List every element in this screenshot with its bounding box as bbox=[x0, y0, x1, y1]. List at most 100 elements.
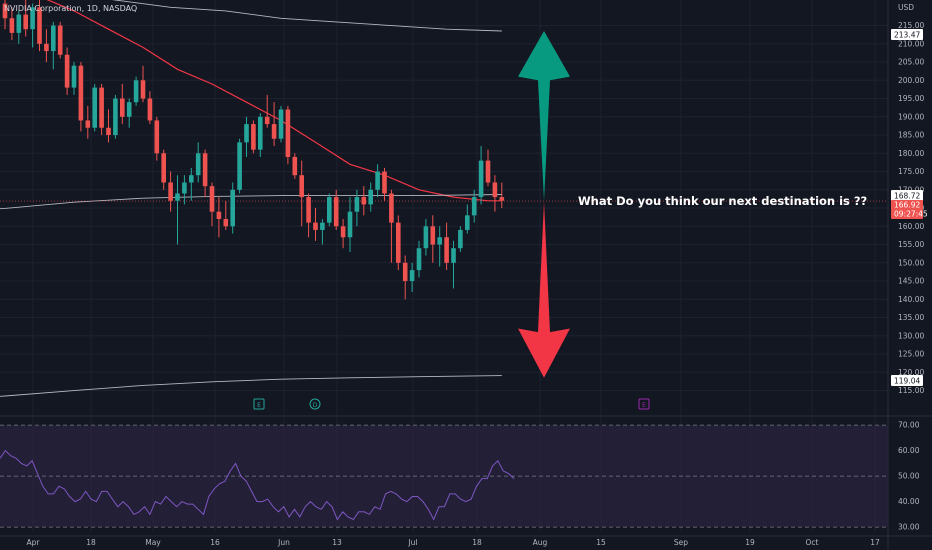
candle-body bbox=[258, 116, 263, 150]
candle-body bbox=[202, 153, 208, 187]
price-tag-label: 168.72 bbox=[894, 192, 920, 201]
candle-body bbox=[271, 124, 277, 139]
event-marker-letter: E bbox=[257, 402, 261, 409]
time-tick-label: May bbox=[145, 538, 161, 547]
price-tick-label: 170.00 bbox=[898, 185, 924, 194]
candle-body bbox=[375, 171, 380, 190]
price-tick-label: 145.00 bbox=[898, 277, 924, 286]
time-tick-label: Apr bbox=[27, 538, 41, 547]
candle-body bbox=[444, 237, 449, 263]
candle-body bbox=[9, 18, 15, 33]
candle-body bbox=[251, 124, 256, 150]
time-tick-label: Jul bbox=[407, 538, 417, 547]
candle-body bbox=[71, 65, 77, 88]
candle-body bbox=[409, 270, 415, 282]
candle-body bbox=[23, 14, 28, 30]
candle-body bbox=[44, 43, 49, 52]
event-marker-letter: E bbox=[642, 402, 646, 409]
time-tick-label: 13 bbox=[332, 538, 342, 547]
price-tick-label: 190.00 bbox=[898, 112, 924, 121]
time-tick-label: 19 bbox=[745, 538, 755, 547]
price-tag-label: 09:27:45 bbox=[894, 210, 928, 219]
candle-body bbox=[140, 80, 146, 99]
candle-body bbox=[389, 193, 394, 223]
arrow-up-icon bbox=[518, 31, 570, 202]
event-marker-frame bbox=[638, 398, 650, 410]
candle-body bbox=[99, 87, 104, 128]
candle-body bbox=[16, 14, 22, 33]
price-tick-label: 195.00 bbox=[898, 94, 924, 103]
candle-body bbox=[85, 120, 91, 128]
candle-body bbox=[465, 215, 470, 230]
ma-red-line bbox=[46, 0, 502, 202]
candle-body bbox=[458, 229, 463, 249]
price-tag-label: 213.47 bbox=[894, 31, 920, 40]
rsi-tick-label: 50.00 bbox=[898, 472, 920, 481]
candle-body bbox=[292, 156, 298, 176]
candle-body bbox=[430, 226, 436, 245]
time-tick-label: 15 bbox=[596, 538, 606, 547]
price-tag bbox=[891, 209, 923, 219]
candle-body bbox=[51, 25, 56, 52]
candle-body bbox=[92, 87, 97, 128]
candle-body bbox=[471, 197, 477, 216]
candle-body bbox=[492, 182, 498, 198]
candle-body bbox=[333, 197, 339, 227]
candle-body bbox=[195, 153, 201, 176]
price-tick-label: 125.00 bbox=[898, 350, 924, 359]
candle-body bbox=[161, 153, 166, 183]
time-tick-label: 18 bbox=[86, 538, 96, 547]
event-marker: E bbox=[253, 398, 265, 410]
price-tag bbox=[891, 29, 923, 40]
price-tag bbox=[891, 375, 923, 386]
symbol-title: NVIDIA Corporation, 1D, NASDAQ bbox=[4, 4, 138, 13]
event-marker-letter: D bbox=[313, 402, 318, 409]
time-tick-label: Oct bbox=[806, 538, 819, 547]
price-tick-label: 185.00 bbox=[898, 131, 924, 140]
candle-body bbox=[340, 226, 346, 238]
candle-body bbox=[437, 237, 442, 245]
event-marker: D bbox=[309, 398, 321, 410]
candle-body bbox=[223, 219, 229, 227]
price-tick-label: 140.00 bbox=[898, 295, 924, 304]
price-tick-label: 200.00 bbox=[898, 76, 924, 85]
candle-body bbox=[485, 160, 491, 183]
price-tick-label: 175.00 bbox=[898, 167, 924, 176]
candle-body bbox=[126, 102, 132, 117]
rsi-tick-label: 70.00 bbox=[898, 421, 920, 430]
candle-body bbox=[499, 197, 505, 201]
candle-body bbox=[423, 226, 429, 249]
price-tick-label: 150.00 bbox=[898, 258, 924, 267]
price-tag-label: 166.92 bbox=[894, 201, 920, 210]
price-tag-label: 119.04 bbox=[894, 377, 920, 386]
candle-body bbox=[57, 25, 63, 55]
arrow-down-icon bbox=[518, 201, 570, 378]
price-tick-label: 155.00 bbox=[898, 240, 924, 249]
ma-white-line bbox=[0, 375, 502, 397]
time-tick-label: 17 bbox=[870, 538, 880, 547]
price-tick-label: 130.00 bbox=[898, 331, 924, 340]
price-tick-label: 210.00 bbox=[898, 39, 924, 48]
price-tick-label: 120.00 bbox=[898, 368, 924, 377]
time-tick-label: Sep bbox=[674, 538, 688, 547]
candle-body bbox=[313, 222, 318, 230]
candle-body bbox=[416, 248, 422, 271]
event-marker-frame bbox=[309, 398, 321, 410]
candle-body bbox=[285, 109, 291, 157]
price-tick-label: 205.00 bbox=[898, 58, 924, 67]
price-tick-label: 215.00 bbox=[898, 21, 924, 30]
candle-body bbox=[189, 175, 194, 183]
candle-body bbox=[396, 222, 401, 263]
time-tick-label: 16 bbox=[210, 538, 220, 547]
candle-body bbox=[175, 193, 180, 201]
candle-body bbox=[354, 197, 360, 212]
candle-body bbox=[37, 7, 42, 44]
candle-body bbox=[299, 175, 304, 198]
candle-body bbox=[451, 248, 456, 263]
candle-body bbox=[237, 142, 242, 190]
candle-body bbox=[320, 222, 325, 230]
price-tick-label: 180.00 bbox=[898, 149, 924, 158]
candle-body bbox=[182, 182, 187, 194]
rsi-tick-label: 30.00 bbox=[898, 523, 920, 532]
